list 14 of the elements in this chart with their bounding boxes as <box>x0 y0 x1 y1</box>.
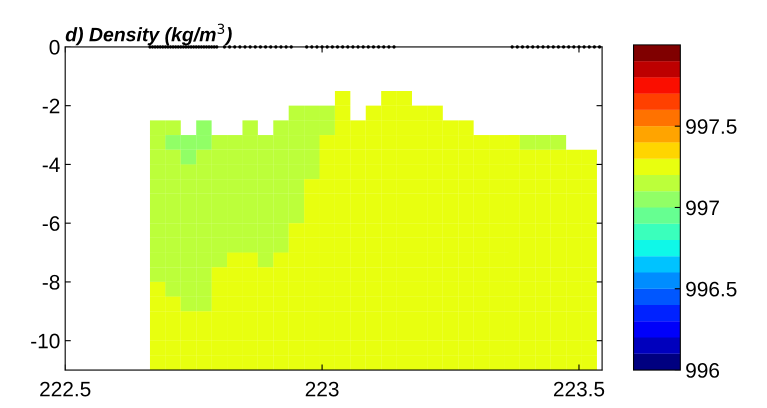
x-tick-label: 223.5 <box>554 382 604 396</box>
x-tick-label: 223 <box>306 382 339 396</box>
y-tick-label: -6 <box>42 216 60 231</box>
color-bar-label: 997 <box>686 200 719 216</box>
color-bar-label: 996 <box>686 363 720 378</box>
y-tick-label: -8 <box>42 274 60 290</box>
chart-title: d) Density (kg/m$^{3}$) <box>66 24 232 46</box>
color-bar-label: 996.5 <box>686 282 736 297</box>
color-bar-label: 997.5 <box>686 119 736 134</box>
x-tick-label: 222.5 <box>40 382 90 396</box>
y-tick-label: -10 <box>31 334 60 348</box>
y-tick-label: -2 <box>42 98 60 114</box>
y-tick-label: -4 <box>42 158 60 172</box>
y-tick-label: 0 <box>50 40 60 55</box>
